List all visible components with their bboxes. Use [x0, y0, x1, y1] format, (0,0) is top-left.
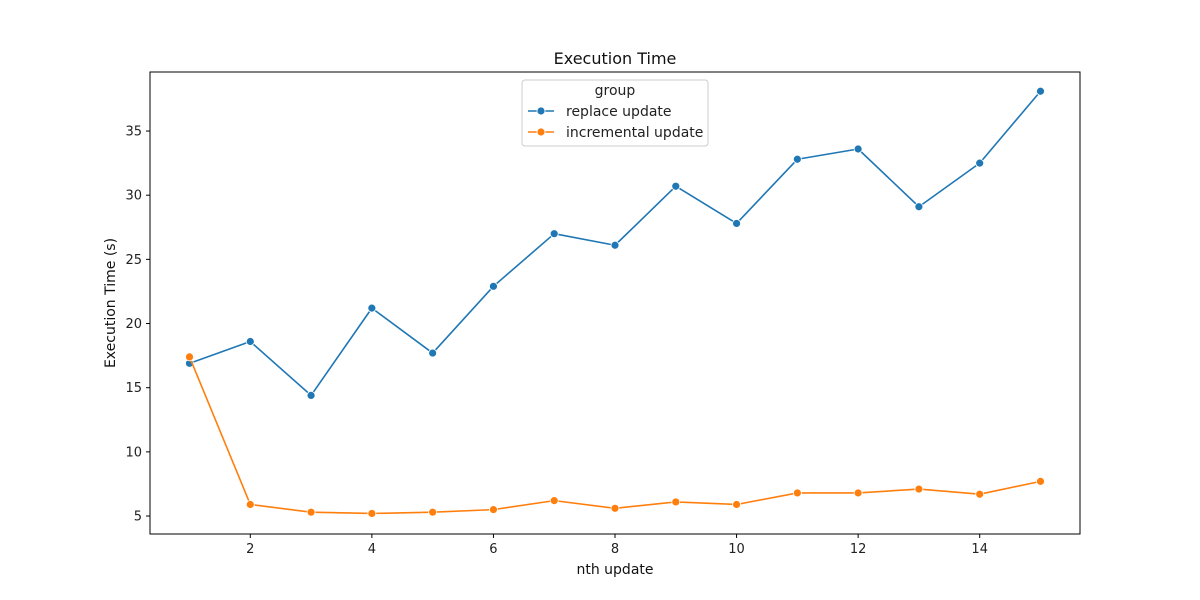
data-point-incremental-update [428, 507, 438, 517]
data-point-replace-update [610, 240, 620, 250]
series-incremental-update [185, 352, 1045, 518]
y-tick-label: 30 [125, 189, 142, 204]
y-tick-label: 20 [125, 317, 142, 332]
data-point-replace-update [367, 303, 377, 313]
data-point-incremental-update [914, 484, 924, 494]
x-tick-label: 2 [246, 542, 254, 557]
data-point-incremental-update [975, 489, 985, 499]
y-tick-label: 35 [125, 125, 142, 140]
data-point-replace-update [853, 144, 863, 154]
data-point-incremental-update [1036, 476, 1045, 486]
data-point-incremental-update [245, 500, 255, 509]
y-tick-label: 10 [125, 445, 142, 460]
data-point-replace-update [549, 229, 559, 239]
x-axis-label: nth update [576, 562, 653, 578]
x-tick-label: 10 [728, 542, 745, 557]
data-point-incremental-update [732, 500, 741, 509]
y-axis-label: Execution Time (s) [103, 238, 119, 368]
data-point-incremental-update [489, 505, 498, 515]
data-point-replace-update [306, 390, 316, 400]
y-axis-ticks: 5 10 15 20 25 30 35 [125, 125, 150, 525]
series-layer [185, 86, 1045, 518]
data-point-incremental-update [610, 503, 620, 513]
data-point-incremental-update [367, 509, 377, 518]
series-replace-update [185, 86, 1045, 400]
legend-entry-replace-update: replace update [528, 104, 672, 120]
data-point-incremental-update [792, 488, 802, 498]
data-point-replace-update [914, 202, 924, 212]
data-point-incremental-update [306, 507, 316, 517]
data-point-replace-update [671, 181, 681, 191]
legend-entry-incremental-update: incremental update [528, 125, 703, 141]
data-point-replace-update [1036, 86, 1045, 96]
data-point-replace-update [489, 281, 498, 291]
legend-label: replace update [566, 104, 672, 120]
data-point-incremental-update [185, 352, 194, 362]
y-tick-label: 15 [125, 381, 142, 396]
data-point-replace-update [245, 337, 255, 346]
x-tick-label: 12 [850, 542, 867, 557]
legend-label: incremental update [566, 125, 703, 141]
legend-marker [536, 106, 546, 116]
x-tick-label: 6 [489, 542, 497, 557]
x-axis-ticks: 2 4 6 8 10 12 14 [246, 534, 988, 557]
data-point-replace-update [792, 154, 802, 164]
data-point-replace-update [732, 219, 741, 228]
y-tick-label: 25 [125, 253, 142, 268]
data-point-replace-update [975, 158, 985, 168]
legend-box [521, 79, 709, 147]
data-point-incremental-update [549, 496, 559, 506]
legend-marker [536, 127, 546, 137]
x-tick-label: 14 [971, 542, 988, 557]
y-tick-label: 5 [134, 510, 142, 525]
data-point-incremental-update [671, 497, 681, 507]
legend-entries: replace update incremental update [528, 104, 703, 141]
x-tick-label: 8 [611, 542, 619, 557]
data-point-incremental-update [853, 488, 863, 498]
legend-title: group [595, 83, 636, 99]
legend: group replace update incremental update [521, 79, 709, 147]
x-tick-label: 4 [368, 542, 376, 557]
series-line-incremental-update [188, 356, 1041, 515]
data-point-replace-update [428, 348, 438, 358]
chart-title: Execution Time [554, 49, 677, 68]
